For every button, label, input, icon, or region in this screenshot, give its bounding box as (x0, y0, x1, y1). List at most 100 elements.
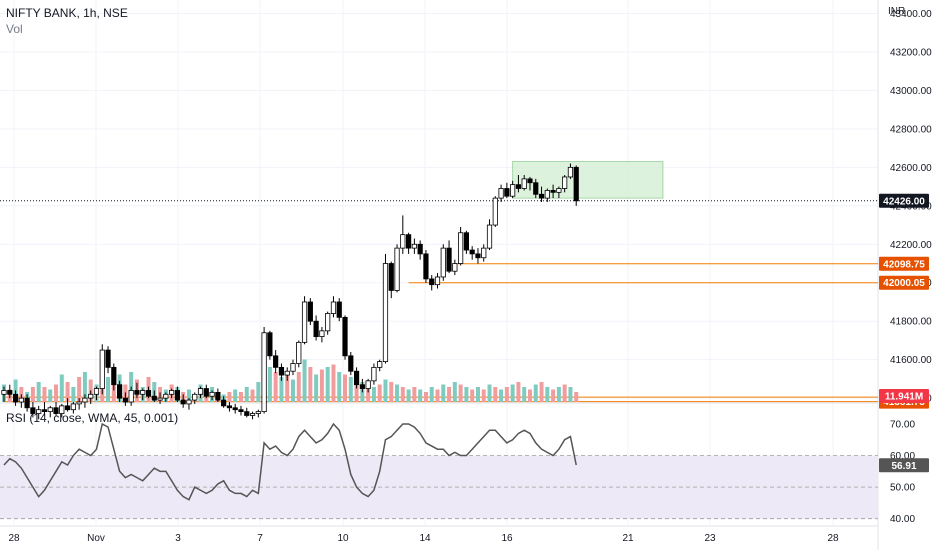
volume-bar (314, 374, 319, 402)
price-tick-label: 41600.00 (890, 355, 932, 366)
candle-body (452, 263, 458, 272)
candle-body (336, 301, 342, 318)
candle-body (353, 370, 360, 386)
volume-bar (366, 384, 371, 402)
candle-body (30, 407, 36, 414)
candle-body (319, 330, 325, 338)
candle-body (232, 407, 238, 411)
candle-body (365, 380, 371, 389)
candle-body (440, 247, 446, 278)
volume-bar (504, 387, 509, 402)
rsi-tick-label: 40.00 (890, 514, 915, 525)
candle-body (47, 407, 53, 413)
candle-body (556, 188, 562, 193)
volume-bar (464, 387, 469, 402)
volume-bar (308, 367, 313, 402)
candle-body (203, 388, 209, 397)
candle-body (469, 249, 475, 255)
volume-bar (325, 367, 330, 402)
symbol-title: NIFTY BANK, 1h, NSE (6, 6, 128, 20)
candle-body (93, 388, 100, 395)
time-tick-label: Nov (87, 533, 105, 544)
time-tick-label: 10 (337, 533, 349, 544)
candle-body (140, 390, 146, 395)
candle-body (515, 184, 522, 189)
volume-bar (331, 364, 336, 402)
price-tick-label: 42800.00 (890, 124, 932, 135)
level-tag: 42000.05 (883, 278, 925, 289)
volume-bar (429, 387, 434, 402)
volume-bar (267, 367, 272, 402)
candle-body (88, 393, 94, 399)
horizontal-levels (0, 200, 878, 403)
volume-bar (441, 384, 446, 402)
volume-bar (337, 372, 342, 402)
candle-body (371, 366, 377, 382)
volume-bar (400, 387, 405, 402)
level-tag-bg (879, 275, 929, 290)
price-tick-label: 42600.00 (890, 163, 932, 174)
candle-body (209, 391, 215, 397)
candle-body (325, 313, 331, 332)
candle-body (111, 366, 117, 386)
candle-body (446, 247, 452, 272)
candle-body (1, 390, 7, 395)
candle-body (174, 390, 180, 401)
volume-bar (568, 387, 573, 402)
volume-bar (510, 384, 515, 402)
volume-legend-label: Vol (6, 22, 23, 36)
rsi-band-fill (0, 455, 878, 519)
volume-bar (273, 372, 278, 402)
time-tick-label: 14 (419, 533, 431, 544)
volume-bar (475, 387, 480, 402)
volume-bar (36, 382, 41, 402)
price-tick-label: 43000.00 (890, 86, 932, 97)
candle-body (24, 397, 30, 409)
volume-bar (48, 389, 53, 402)
volume-bar (42, 387, 47, 402)
candle-body (307, 301, 313, 322)
rsi-value-tag-bg (879, 458, 929, 473)
candle-body (411, 243, 417, 249)
candle-body (510, 184, 516, 197)
candle-body (7, 390, 13, 395)
candle-body (64, 405, 71, 411)
volume-bar (250, 389, 255, 402)
volume-bar (551, 389, 556, 402)
candle-body (458, 232, 464, 264)
volume-bar (77, 377, 82, 402)
volume-bar (470, 389, 475, 402)
rsi-band (0, 455, 878, 520)
volume-bar (499, 389, 504, 402)
volume-bar (447, 387, 452, 402)
volume-bar (383, 379, 388, 402)
volume-bar (533, 384, 538, 402)
candle-body (145, 390, 152, 397)
time-tick-label: 28 (8, 533, 20, 544)
volume-bar (487, 384, 492, 402)
candle-body (567, 166, 574, 178)
volume-bar (348, 377, 353, 402)
candle-body (70, 403, 76, 411)
candle-body (215, 391, 221, 401)
candle-body (76, 401, 82, 405)
time-axis[interactable]: 28 Nov 3 7 10 14 16 21 23 28 (8, 533, 839, 544)
volume-bar (389, 382, 394, 402)
level-tag-bg (879, 256, 929, 271)
candle-body (382, 263, 389, 363)
candle-body (290, 363, 296, 372)
volume-bar (412, 387, 417, 402)
candle-body (105, 349, 111, 368)
volume-bar (256, 382, 261, 402)
time-tick-label: 7 (257, 533, 263, 544)
candle-body (157, 397, 163, 401)
candle-body (434, 276, 441, 286)
volume-bar (395, 384, 400, 402)
volume-bar (418, 389, 423, 402)
time-tick-label: 3 (175, 533, 181, 544)
volume-bar (291, 379, 295, 402)
rsi-tick-label: 60.00 (890, 451, 915, 462)
candle-body (192, 393, 198, 401)
last-price-tag-bg (879, 193, 929, 208)
